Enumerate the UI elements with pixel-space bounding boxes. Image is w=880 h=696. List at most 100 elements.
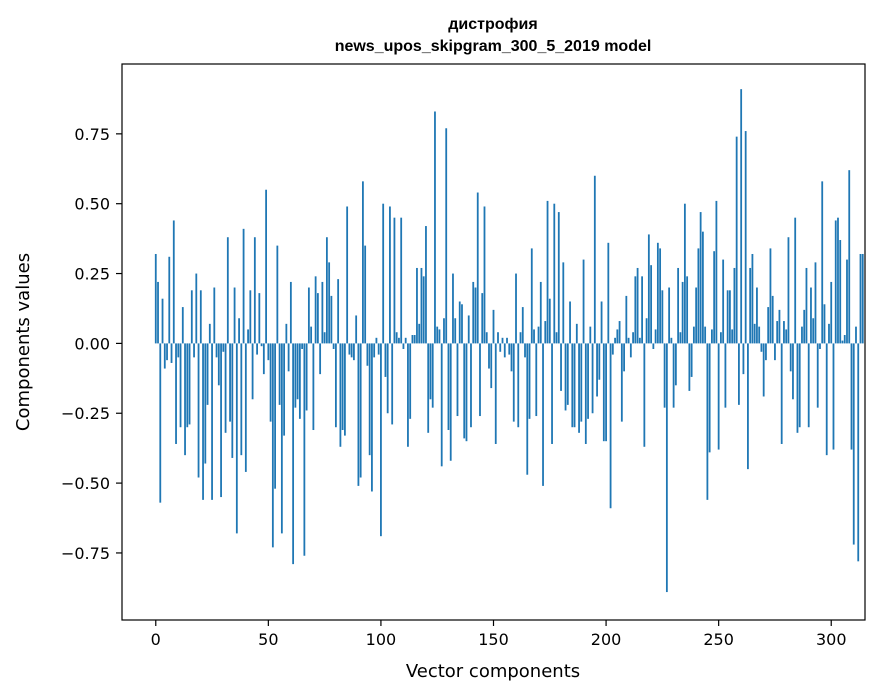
bar-277 xyxy=(778,309,781,344)
bar-107 xyxy=(395,332,398,344)
bar-121 xyxy=(427,343,430,433)
bar-43 xyxy=(251,343,254,400)
bar-38 xyxy=(240,343,243,456)
bar-56 xyxy=(280,343,283,534)
bar-77 xyxy=(328,262,331,344)
bars-group xyxy=(154,89,864,593)
bar-257 xyxy=(733,267,736,344)
bar-261 xyxy=(742,343,745,375)
bar-113 xyxy=(409,343,412,419)
bar-134 xyxy=(456,343,459,417)
bar-241 xyxy=(697,248,700,344)
bar-140 xyxy=(470,343,472,428)
bar-100 xyxy=(380,343,382,537)
bar-55 xyxy=(278,343,281,405)
bar-122 xyxy=(429,343,432,400)
bar-39 xyxy=(242,228,245,344)
bar-145 xyxy=(481,293,484,344)
bar-196 xyxy=(596,343,598,397)
bar-227 xyxy=(665,343,668,593)
bar-190 xyxy=(582,259,585,344)
bar-119 xyxy=(422,276,425,344)
bar-25 xyxy=(211,343,213,500)
bar-259 xyxy=(738,343,740,405)
bar-279 xyxy=(783,321,785,344)
bar-33 xyxy=(229,343,231,422)
bar-21 xyxy=(202,343,204,500)
bar-68 xyxy=(307,287,310,344)
bar-120 xyxy=(425,226,427,344)
bar-166 xyxy=(528,343,531,419)
bar-276 xyxy=(776,321,779,344)
bar-242 xyxy=(699,212,702,344)
bar-204 xyxy=(614,337,616,344)
y-tick-label: −0.75 xyxy=(61,544,110,563)
bar-69 xyxy=(310,326,313,344)
bar-236 xyxy=(686,276,689,344)
bar-221 xyxy=(652,343,655,349)
bar-270 xyxy=(762,343,765,397)
bar-146 xyxy=(483,206,486,344)
bar-197 xyxy=(598,343,601,380)
bar-215 xyxy=(638,337,641,344)
bar-198 xyxy=(600,301,603,344)
bar-157 xyxy=(508,343,511,355)
y-tick-label: 0.00 xyxy=(74,334,110,353)
bar-16 xyxy=(190,290,193,344)
bar-255 xyxy=(729,290,731,344)
bar-266 xyxy=(753,323,756,344)
bar-210 xyxy=(627,337,630,344)
bar-285 xyxy=(796,343,799,433)
bar-180 xyxy=(560,343,562,391)
bar-99 xyxy=(377,343,380,355)
x-tick-label: 50 xyxy=(258,630,278,649)
bar-300 xyxy=(830,281,833,344)
bar-104 xyxy=(389,206,391,344)
bar-135 xyxy=(458,301,461,344)
bar-260 xyxy=(740,89,743,344)
bar-302 xyxy=(834,220,837,344)
bar-89 xyxy=(355,315,358,344)
bar-307 xyxy=(846,259,848,344)
bar-75 xyxy=(323,332,326,344)
bar-175 xyxy=(548,298,551,344)
y-tick-label: 0.75 xyxy=(74,125,110,144)
bar-299 xyxy=(828,323,830,344)
bar-183 xyxy=(566,343,569,405)
bar-118 xyxy=(420,267,423,344)
bar-234 xyxy=(681,281,684,344)
bar-220 xyxy=(650,265,653,344)
bar-13 xyxy=(184,343,186,456)
bar-230 xyxy=(672,343,675,408)
bar-30 xyxy=(222,343,225,352)
bar-265 xyxy=(751,253,754,344)
bar-85 xyxy=(346,206,349,344)
bar-148 xyxy=(488,343,490,369)
bar-222 xyxy=(654,329,657,344)
bar-87 xyxy=(350,343,353,358)
bar-294 xyxy=(816,343,819,408)
bar-132 xyxy=(452,273,454,344)
bar-130 xyxy=(447,343,450,431)
bar-10 xyxy=(177,343,180,358)
bar-305 xyxy=(841,340,844,344)
bar-101 xyxy=(382,203,385,344)
bar-97 xyxy=(373,343,376,358)
chart-title: дистрофия xyxy=(448,16,537,33)
bar-19 xyxy=(197,343,200,478)
bar-229 xyxy=(670,337,673,344)
bar-280 xyxy=(785,329,788,344)
bar-90 xyxy=(357,343,360,486)
bar-136 xyxy=(461,304,463,344)
bar-159 xyxy=(512,343,515,422)
bar-57 xyxy=(283,343,286,436)
bar-37 xyxy=(238,318,240,344)
bar-144 xyxy=(479,343,481,417)
bar-178 xyxy=(555,332,558,344)
bar-2 xyxy=(159,343,162,503)
bar-232 xyxy=(677,267,680,344)
bar-170 xyxy=(537,326,540,344)
bar-23 xyxy=(206,343,209,405)
bar-203 xyxy=(611,343,614,355)
bar-129 xyxy=(445,128,448,344)
